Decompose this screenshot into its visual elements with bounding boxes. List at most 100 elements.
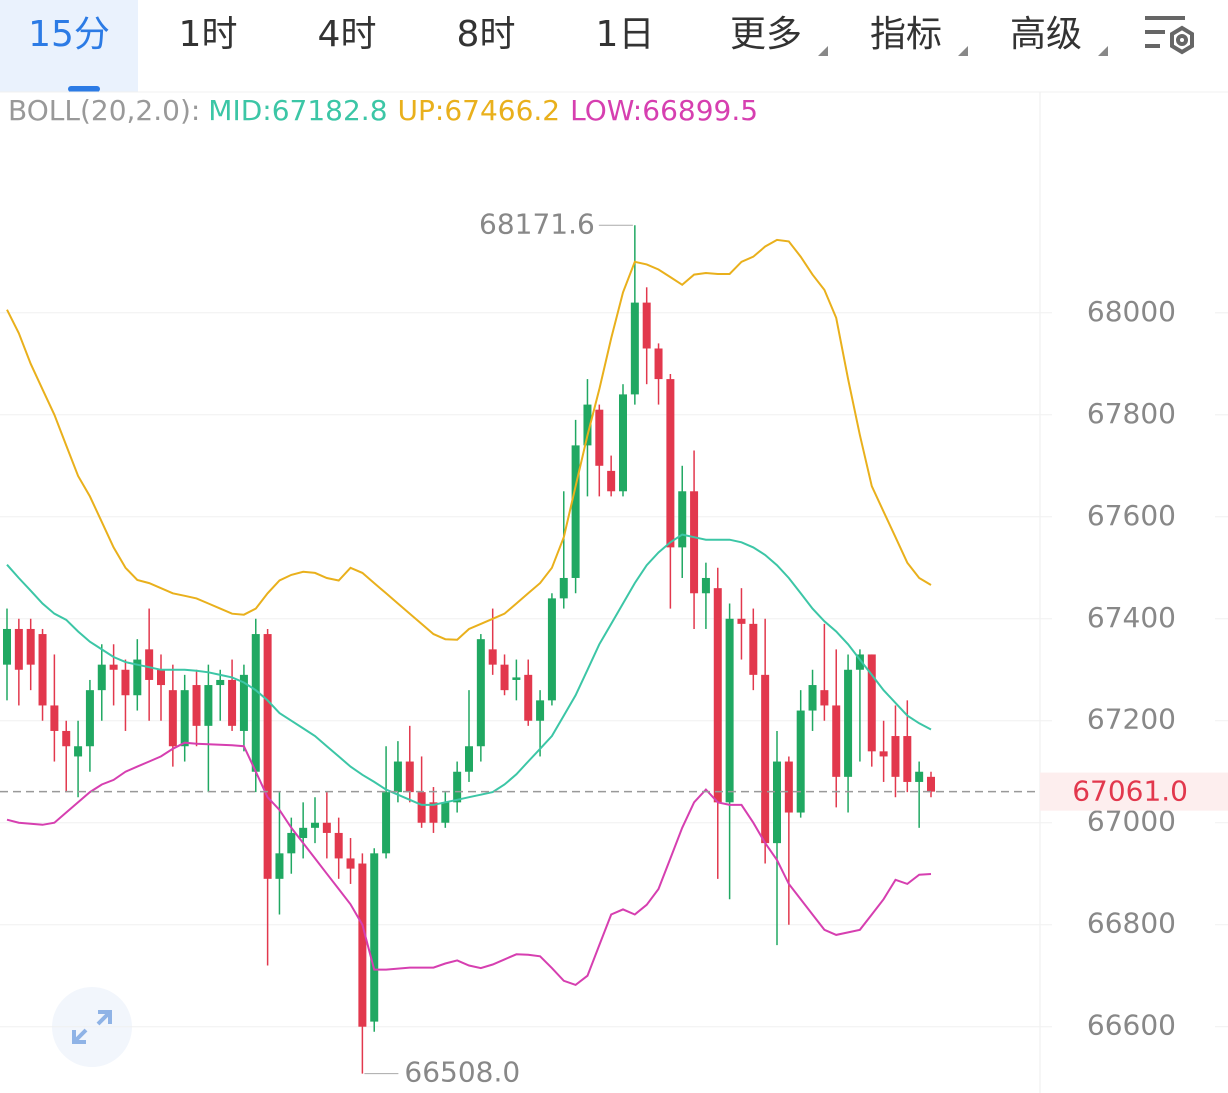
candle-body: [26, 628, 35, 665]
boll-line: [6, 238, 932, 641]
candle-body: [216, 679, 225, 686]
candle-body: [287, 832, 296, 854]
candle-body: [263, 634, 272, 879]
candle-body: [62, 730, 71, 747]
y-tick-label: 67800: [1087, 397, 1176, 430]
candle-body: [820, 690, 829, 706]
legend-name: LOW:: [570, 94, 642, 127]
candle-body: [879, 751, 888, 757]
candle-body: [512, 677, 521, 680]
candle-body: [322, 822, 331, 833]
y-tick-label: 68000: [1087, 295, 1176, 328]
candle-body: [749, 623, 758, 675]
dropdown-caret: [958, 46, 968, 56]
candle-body: [784, 761, 793, 813]
candle-body: [109, 664, 118, 670]
tab[interactable]: 更多: [730, 14, 802, 55]
candle-body: [405, 761, 414, 793]
tab[interactable]: 15分: [28, 14, 110, 55]
candle-body: [666, 379, 675, 548]
dropdown-caret: [818, 46, 828, 56]
candle-body: [50, 705, 59, 731]
candle-body: [642, 302, 651, 349]
indicator-legend: BOLL(20,2.0): MID:67182.8 UP:67466.2 LOW:66…: [8, 94, 758, 127]
candle-body: [251, 634, 260, 772]
candle-body: [690, 491, 699, 594]
candle-body: [168, 690, 177, 747]
high-label: 68171.6: [479, 207, 595, 240]
candle-body: [133, 659, 142, 696]
candle-body: [903, 736, 912, 782]
boll-line: [6, 533, 932, 806]
candle-body: [536, 700, 545, 721]
candle-body: [927, 776, 935, 792]
tab[interactable]: 1日: [596, 14, 655, 55]
dropdown-caret: [1098, 46, 1108, 56]
candle-body: [3, 628, 11, 665]
active-tab-bg: [0, 0, 138, 92]
tab[interactable]: 4时: [318, 14, 377, 55]
tab[interactable]: 8时: [457, 14, 516, 55]
candle-body: [275, 853, 284, 879]
candle-body: [14, 628, 23, 670]
candle-body: [607, 470, 616, 492]
candle-body: [595, 409, 604, 466]
candle-body: [370, 853, 379, 1022]
candle-body: [488, 649, 497, 665]
candle-body: [476, 639, 485, 747]
y-tick-label: 66800: [1087, 907, 1176, 940]
candle-body: [393, 761, 402, 793]
last-price-box: [1040, 772, 1228, 811]
candle-body: [311, 822, 319, 828]
candle-body: [832, 705, 841, 777]
candle-body: [299, 827, 308, 839]
candle-body: [725, 618, 734, 803]
candle-body: [773, 761, 781, 844]
y-tick-label: 66600: [1087, 1009, 1176, 1042]
candle-body: [157, 669, 165, 686]
y-tick-label: 67200: [1087, 703, 1176, 736]
candle-body: [228, 679, 237, 726]
candle-body: [192, 685, 201, 726]
tab[interactable]: 1时: [179, 14, 238, 55]
candle-body: [713, 588, 722, 803]
y-tick-label: 67600: [1087, 499, 1176, 532]
boll-line: [6, 741, 932, 987]
low-label: 66508.0: [404, 1056, 520, 1089]
candle-body: [453, 771, 462, 803]
candle-body: [38, 634, 47, 706]
candle-body: [204, 685, 213, 726]
candle-body: [808, 685, 817, 711]
candle-body: [915, 771, 924, 782]
candle-body: [891, 736, 900, 777]
indicator-name: BOLL(20,2.0):: [8, 94, 200, 127]
candle-body: [547, 598, 556, 701]
candle-body: [559, 577, 568, 599]
candle-body: [701, 577, 710, 594]
candle-body: [630, 302, 639, 395]
candle-body: [180, 690, 189, 747]
candle-body: [382, 792, 391, 854]
candle-body: [441, 802, 450, 823]
candle-body: [358, 863, 367, 1027]
candle-body: [121, 669, 130, 696]
candle-body: [844, 669, 853, 777]
candle-body: [429, 802, 438, 823]
candle-body: [346, 858, 355, 869]
legend-value: 66899.5: [642, 94, 758, 127]
candle-body: [97, 664, 106, 691]
candle-body: [74, 746, 83, 757]
candle-body: [524, 674, 533, 721]
settings-icon[interactable]: [1145, 16, 1194, 55]
candle-body: [500, 664, 509, 691]
candle-body: [334, 832, 343, 859]
candle-body: [867, 654, 876, 752]
candle-body: [239, 674, 248, 731]
tab[interactable]: 高级: [1010, 14, 1082, 55]
candle-body: [145, 649, 154, 680]
tab[interactable]: 指标: [870, 14, 942, 55]
candle-body: [737, 618, 746, 624]
legend-value: 67466.2: [444, 94, 560, 127]
